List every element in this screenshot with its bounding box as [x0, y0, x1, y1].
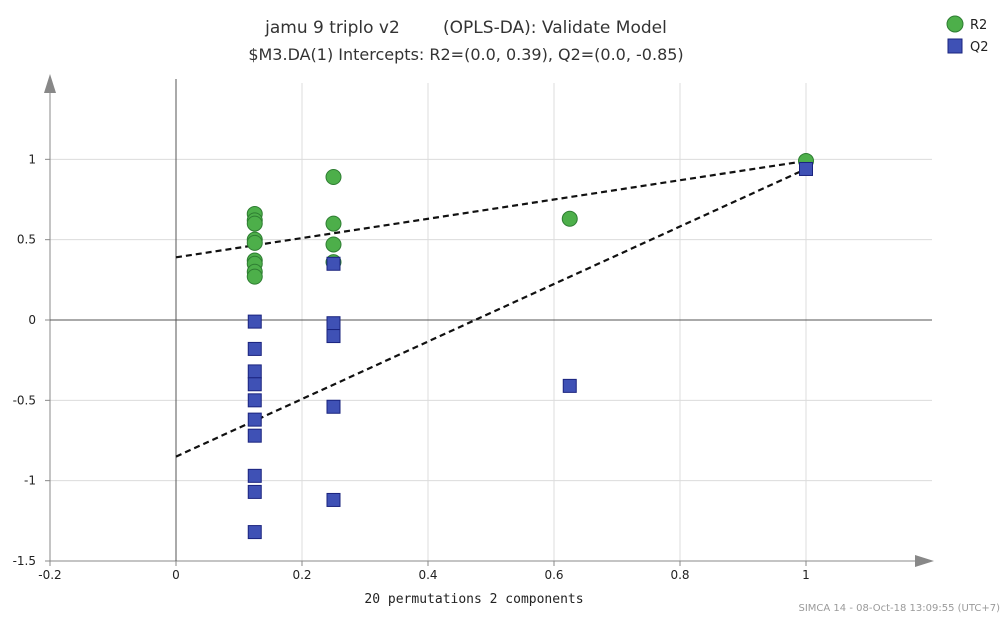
- point-r2: [325, 236, 342, 253]
- chart-title: jamu 9 triplo v2 (OPLS-DA): Validate Mod…: [264, 18, 667, 38]
- y-axis-arrow: [44, 74, 56, 93]
- point-q2: [247, 525, 262, 540]
- regression-line-r2: [175, 159, 807, 259]
- data-points: [246, 152, 814, 540]
- point-q2: [326, 316, 341, 331]
- point-q2: [326, 399, 341, 414]
- point-r2: [246, 268, 263, 285]
- y-tick-label: 1: [28, 152, 36, 166]
- point-r2: [246, 215, 263, 232]
- point-q2: [247, 314, 262, 329]
- point-r2: [561, 210, 578, 227]
- point-q2: [562, 378, 577, 393]
- y-tick-label: 0.5: [17, 233, 36, 247]
- legend: R2 Q2: [946, 15, 989, 55]
- legend-r2-marker: [946, 15, 964, 33]
- legend-r2-label: R2: [970, 18, 987, 33]
- point-q2: [247, 393, 262, 408]
- x-tick-label: 0.2: [292, 568, 311, 582]
- point-q2: [247, 484, 262, 499]
- point-r2: [246, 234, 263, 251]
- x-tick-label: 0: [172, 568, 180, 582]
- footer-timestamp: SIMCA 14 - 08-Oct-18 13:09:55 (UTC+7): [799, 603, 1001, 614]
- x-tick-label: 1: [802, 568, 810, 582]
- tick-labels: -0.2 0 0.2 0.4 0.6 0.8 1 1 0.5 0 -0.5 -1 -1.5: [13, 152, 810, 582]
- point-q2: [247, 364, 262, 379]
- legend-q2-label: Q2: [970, 40, 989, 55]
- axes: [44, 74, 934, 567]
- y-tick-label: 0: [28, 313, 36, 327]
- y-tick-label: -0.5: [13, 393, 36, 407]
- point-q2: [247, 377, 262, 392]
- point-q2: [326, 329, 341, 344]
- point-r2: [325, 169, 342, 186]
- y-tick-label: -1.5: [13, 554, 36, 568]
- x-tick-label: 0.6: [544, 568, 563, 582]
- regression-line-q2: [175, 167, 807, 458]
- point-q2: [799, 161, 813, 176]
- point-q2: [247, 341, 262, 356]
- x-axis-label: 20 permutations 2 components: [364, 592, 583, 607]
- point-q2: [326, 492, 341, 507]
- point-q2: [326, 256, 341, 271]
- x-tick-label: 0.8: [670, 568, 689, 582]
- chart-subtitle: $M3.DA(1) Intercepts: R2=(0.0, 0.39), Q2…: [248, 45, 683, 64]
- x-tick-label: 0.4: [418, 568, 437, 582]
- regression-lines: [175, 159, 807, 458]
- point-r2: [325, 215, 342, 232]
- legend-q2-marker: [947, 38, 963, 54]
- point-q2: [247, 412, 262, 427]
- point-q2: [247, 468, 262, 483]
- x-tick-label: -0.2: [38, 568, 61, 582]
- grid-lines: [49, 83, 932, 561]
- point-q2: [247, 428, 262, 443]
- x-axis-arrow: [915, 555, 934, 567]
- y-tick-label: -1: [24, 474, 36, 488]
